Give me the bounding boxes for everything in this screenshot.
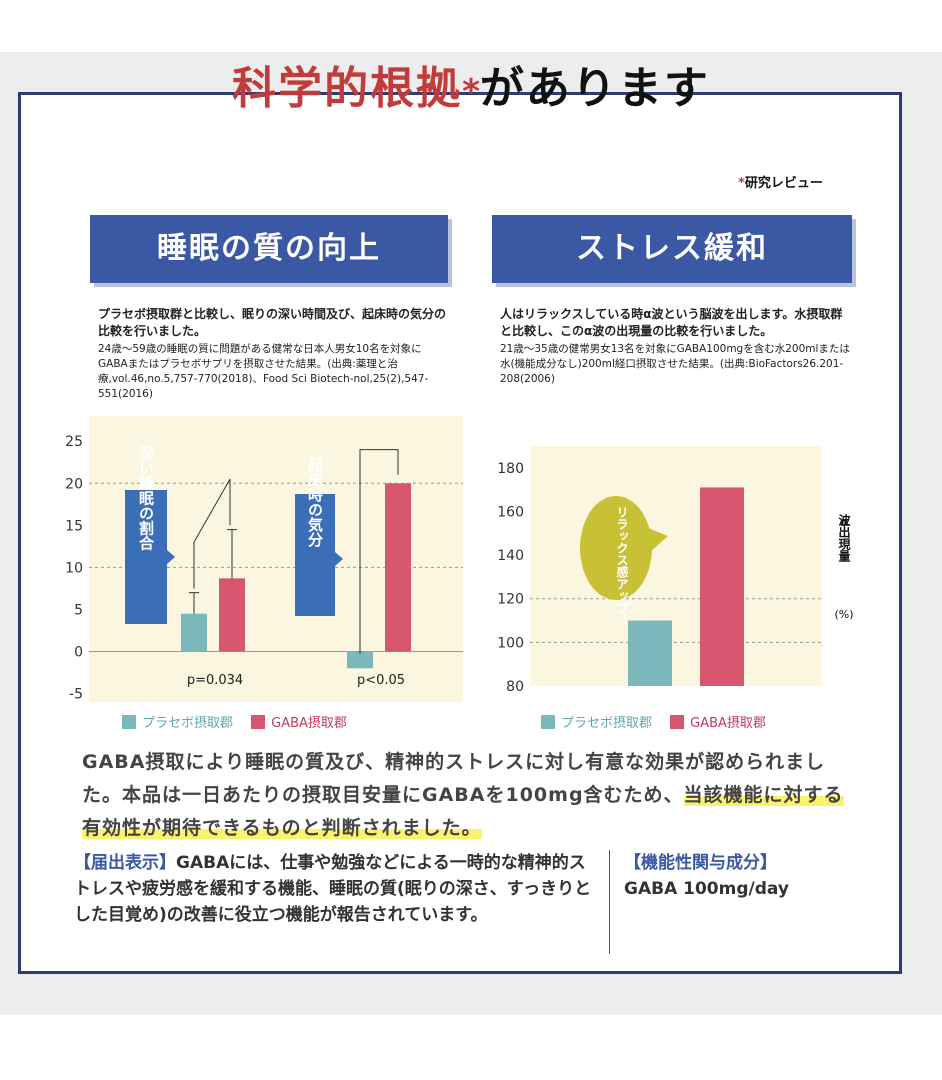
- wake-mood-callout-text: 起床時の気分: [306, 457, 324, 548]
- significance-bracket: [359, 449, 399, 655]
- y-tick-label: 25: [65, 434, 83, 450]
- relax-callout: リラックス感アップ！: [580, 496, 668, 626]
- legend-gaba-label: GABA摂取郡: [271, 716, 347, 731]
- page-title: 科学的根拠*があります: [232, 63, 710, 114]
- legend-placebo-swatch: [541, 715, 555, 729]
- deep-sleep-callout: 深い睡眠の割合: [125, 445, 175, 624]
- sleep-legend: プラセボ摂取郡 GABA摂取郡: [122, 712, 347, 731]
- sleep-description: プラセボ摂取群と比較し、眠りの深い時間及び、起床時の気分の比較を行いました。 2…: [98, 307, 447, 400]
- stress-source: 21歳～35歳の健常男女13名を対象にGABA100mgを含む水200mlまたは…: [500, 343, 850, 385]
- stress-relief-banner: ストレス緩和: [492, 215, 852, 283]
- y-tick-label: 20: [65, 476, 83, 492]
- deep-sleep-callout-text: 深い睡眠の割合: [137, 445, 155, 552]
- y-tick-label: 80: [506, 679, 524, 695]
- alpha-legend: プラセボ摂取郡 GABA摂取郡: [541, 712, 766, 731]
- p-value-2: p<0.05: [357, 673, 405, 688]
- p-value-1: p=0.034: [187, 673, 243, 688]
- gaba-bar: [700, 487, 744, 686]
- alpha-ylabel-unit: (%): [834, 608, 853, 621]
- y-tick-label: 15: [65, 518, 83, 534]
- legend-placebo-label: プラセボ摂取郡: [142, 716, 234, 731]
- sleep-source: 24歳～59歳の睡眠の質に問題がある健常な日本人男女10名を対象にGABAまたは…: [98, 343, 429, 400]
- wake-mood-callout: 起床時の気分: [295, 457, 343, 616]
- legend-placebo-swatch: [122, 715, 136, 729]
- y-tick-label: -5: [69, 687, 83, 703]
- functional-ingredient: 【機能性関与成分】 GABA 100mg/day: [624, 853, 789, 899]
- summary-text: GABA摂取により睡眠の質及び、精神的ストレスに対し有意な効果が認められました。…: [82, 751, 844, 839]
- legend-gaba-swatch: [670, 715, 685, 729]
- significance-bracket: [193, 478, 231, 589]
- sleep-chart: 25 20 15 10 5 0 -5 深い睡眠の割合 起床時の気分 p=0.034 p<0.…: [65, 416, 463, 703]
- y-tick-label: 180: [497, 461, 524, 477]
- notification-label: 【届出表示】GABAには、仕事や勉強などによる一時的な精神的ストレスや疲労感を緩…: [74, 853, 592, 925]
- legend-placebo-label: プラセボ摂取郡: [561, 716, 653, 731]
- y-tick-label: 120: [497, 592, 524, 608]
- divider: [609, 850, 610, 954]
- y-tick-label: 0: [74, 645, 83, 661]
- gaba-bar: [385, 483, 411, 652]
- legend-gaba-swatch: [251, 715, 266, 729]
- sleep-quality-banner: 睡眠の質の向上: [90, 215, 448, 283]
- alpha-wave-chart: 180 160 140 120 100 80 リラックス感アップ！ α 波出現量 (%): [497, 446, 854, 695]
- gaba-bar: [219, 578, 245, 652]
- stress-description: 人はリラックスしている時α波という脳波を出します。水摂取群と比較し、このα波の出…: [500, 307, 850, 385]
- research-review-note: *研究レビュー: [738, 176, 823, 191]
- placebo-bar: [347, 651, 373, 669]
- alpha-ylabel: 波出現量: [837, 513, 851, 562]
- alpha-ylabel-alpha: α: [840, 515, 848, 529]
- relax-callout-text: リラックス感アップ！: [615, 506, 629, 626]
- y-tick-label: 10: [65, 560, 83, 576]
- y-tick-label: 140: [497, 548, 524, 564]
- placebo-bar: [181, 613, 207, 652]
- y-tick-label: 160: [497, 504, 524, 520]
- y-tick-label: 5: [74, 602, 83, 618]
- legend-gaba-label: GABA摂取郡: [690, 716, 766, 731]
- y-tick-label: 100: [497, 635, 524, 651]
- alpha-chart-bg: [530, 446, 822, 686]
- placebo-bar: [628, 620, 672, 686]
